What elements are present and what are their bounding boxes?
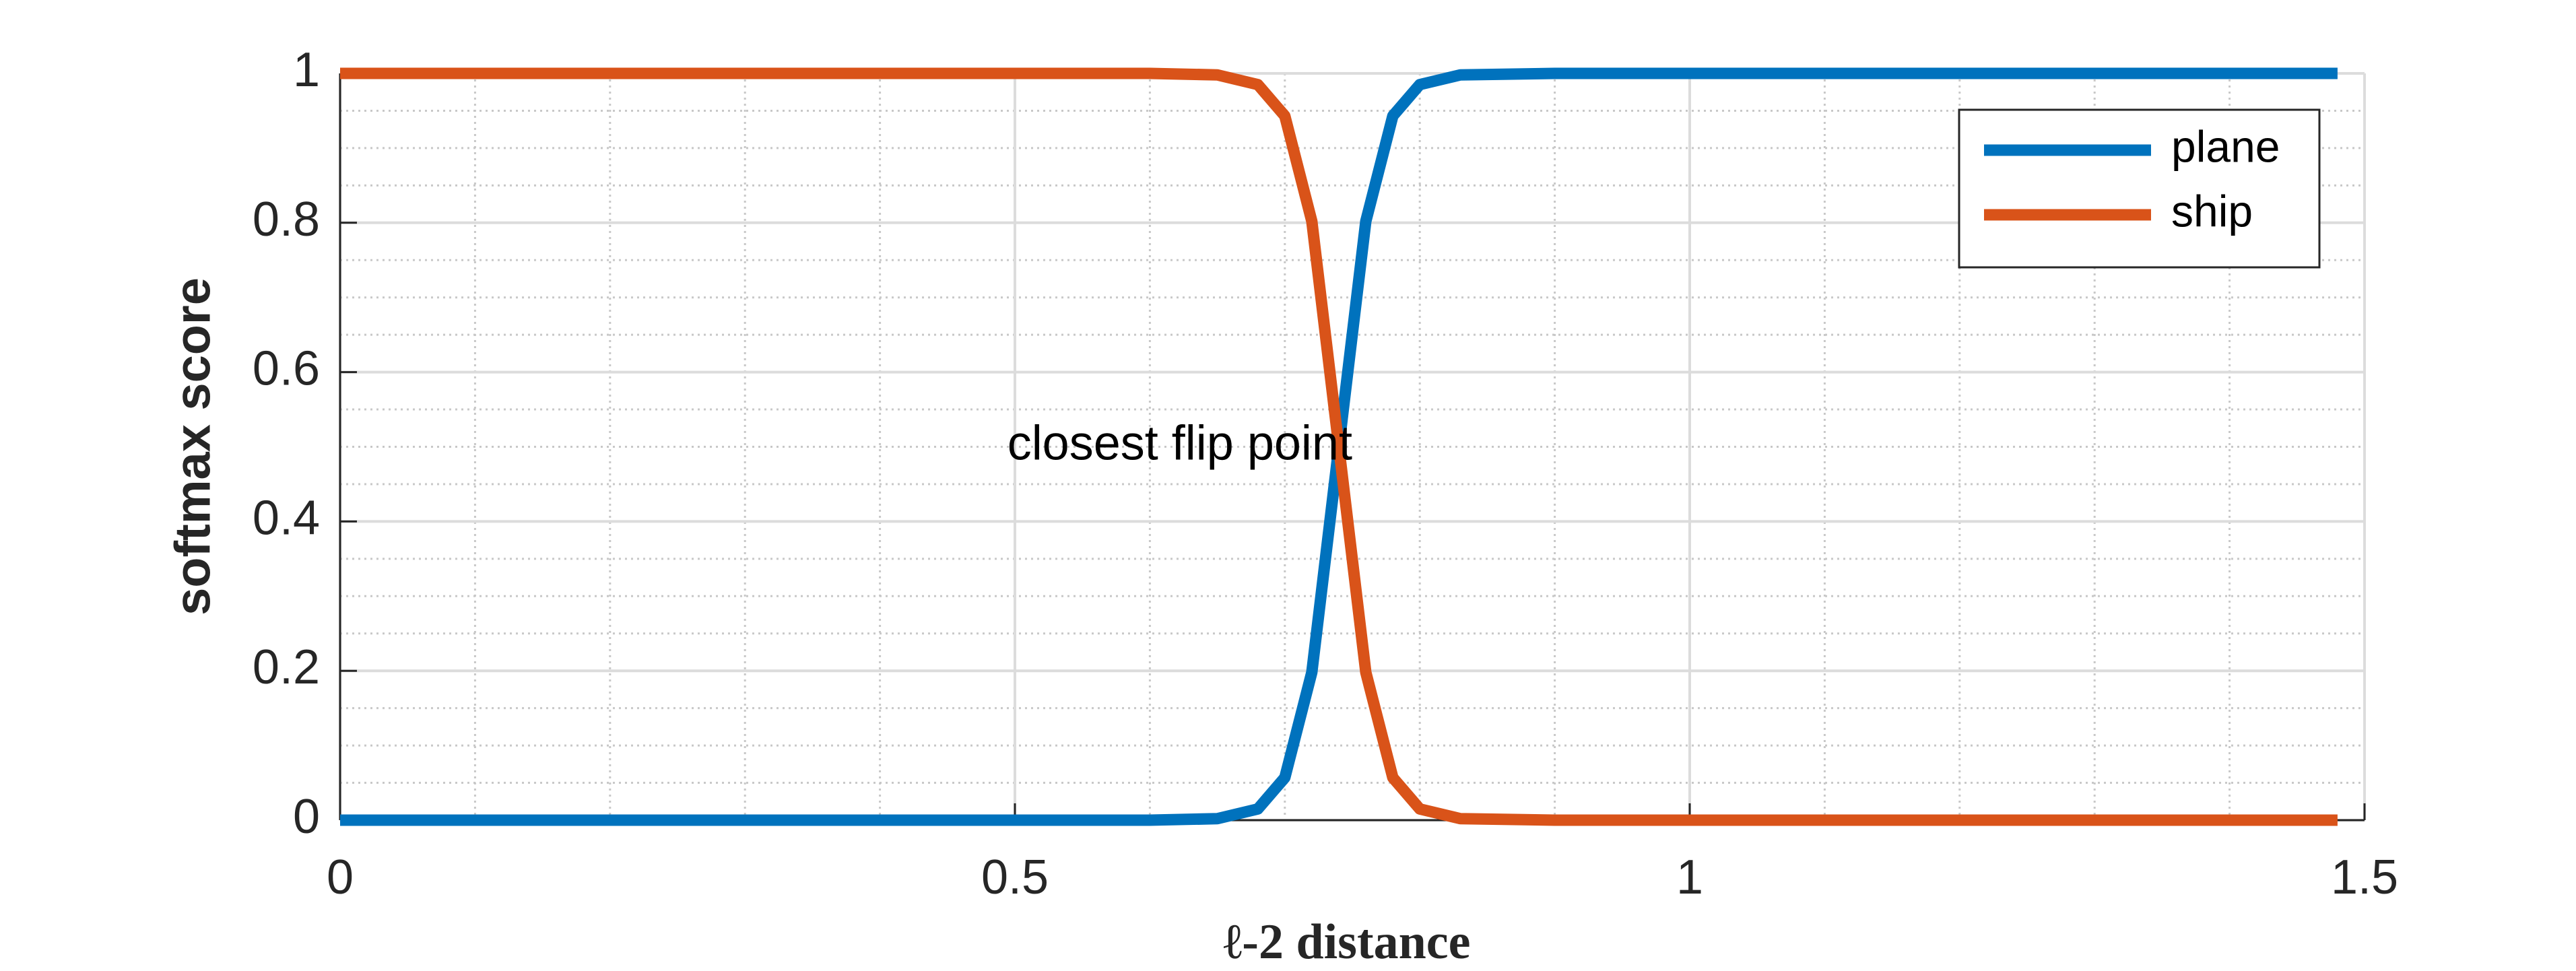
y-tick-label: 0.4	[253, 491, 320, 545]
data-line	[340, 67, 2338, 826]
y-tick-label: 0.6	[253, 342, 320, 396]
x-tick-label: 0.5	[981, 850, 1049, 904]
y-axis-label: softmax score	[165, 277, 221, 615]
x-axis-label: ℓ-2 distance	[1224, 914, 1471, 970]
y-tick-label: 0.2	[253, 640, 320, 694]
legend-label: plane	[2171, 121, 2280, 171]
y-tick-label: 1	[293, 43, 320, 97]
x-tick-label: 1	[1676, 850, 1703, 904]
y-tick-label: 0.8	[253, 193, 320, 246]
legend-box	[1958, 108, 2321, 269]
x-tick-label: 1.5	[2331, 850, 2398, 904]
annotation: closest flip point	[1008, 417, 1352, 471]
x-tick-label: 0	[327, 850, 354, 904]
legend-label: ship	[2171, 186, 2253, 236]
y-tick-label: 0	[293, 790, 320, 844]
